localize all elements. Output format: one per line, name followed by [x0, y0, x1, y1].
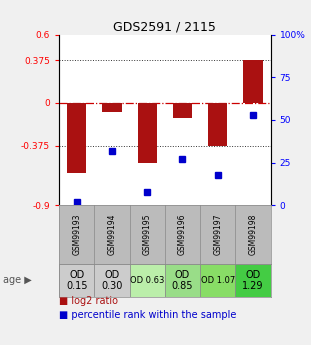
Text: GSM99196: GSM99196 [178, 214, 187, 255]
Text: ■ percentile rank within the sample: ■ percentile rank within the sample [59, 310, 236, 319]
Text: GSM99197: GSM99197 [213, 214, 222, 255]
Text: GSM99194: GSM99194 [108, 214, 116, 255]
Bar [208, 103, 227, 146]
Bar [235, 264, 271, 297]
Bar [165, 264, 200, 297]
Text: GSM99193: GSM99193 [72, 214, 81, 255]
Bar [200, 264, 235, 297]
Bar [94, 264, 130, 297]
Text: OD
0.30: OD 0.30 [101, 269, 123, 291]
Bar [137, 103, 157, 163]
Text: OD
0.15: OD 0.15 [66, 269, 87, 291]
Text: OD 1.07: OD 1.07 [201, 276, 235, 285]
Text: GSM99198: GSM99198 [248, 214, 258, 255]
Text: age ▶: age ▶ [3, 275, 32, 285]
Bar [67, 103, 86, 174]
Bar [173, 103, 192, 118]
Bar [243, 60, 262, 103]
Bar [59, 264, 94, 297]
Text: OD
1.29: OD 1.29 [242, 269, 264, 291]
Text: GSM99195: GSM99195 [143, 214, 152, 255]
Bar [130, 264, 165, 297]
Bar [102, 103, 122, 112]
Title: GDS2591 / 2115: GDS2591 / 2115 [114, 20, 216, 33]
Text: OD
0.85: OD 0.85 [172, 269, 193, 291]
Text: OD 0.63: OD 0.63 [130, 276, 165, 285]
Text: ■ log2 ratio: ■ log2 ratio [59, 296, 118, 306]
